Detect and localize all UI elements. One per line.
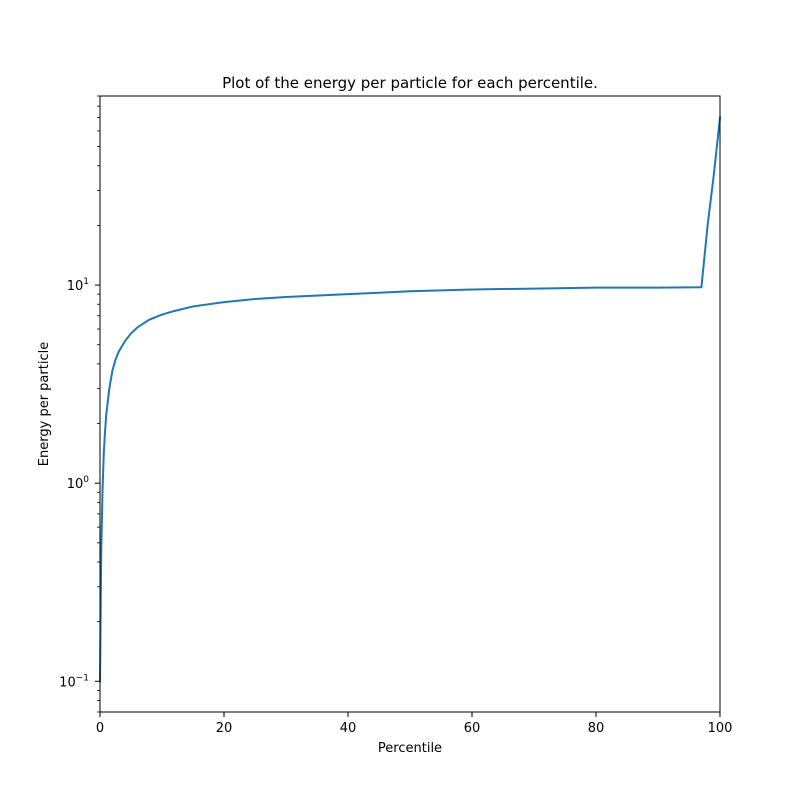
y-axis: 10−1 100 101 xyxy=(59,95,100,713)
plot-frame xyxy=(99,95,721,713)
x-tick-label: 40 xyxy=(340,721,357,736)
y-tick-label: 101 xyxy=(67,277,89,294)
x-tick-label: 60 xyxy=(464,721,481,736)
y-tick-label: 100 xyxy=(67,475,90,492)
x-tick-label: 0 xyxy=(96,721,104,736)
chart-title: Plot of the energy per particle for each… xyxy=(222,74,598,92)
y-axis-label: Energy per particle xyxy=(37,342,52,466)
x-axis: 0 20 40 60 80 100 xyxy=(96,712,733,736)
y-tick-label: 10−1 xyxy=(59,673,89,690)
x-axis-label: Percentile xyxy=(378,741,442,756)
x-tick-label: 20 xyxy=(216,721,233,736)
series-line-0 xyxy=(98,116,722,683)
series-layer xyxy=(98,116,722,683)
x-tick-label: 80 xyxy=(588,721,605,736)
x-tick-label: 100 xyxy=(708,721,733,736)
plot-area xyxy=(98,95,722,713)
